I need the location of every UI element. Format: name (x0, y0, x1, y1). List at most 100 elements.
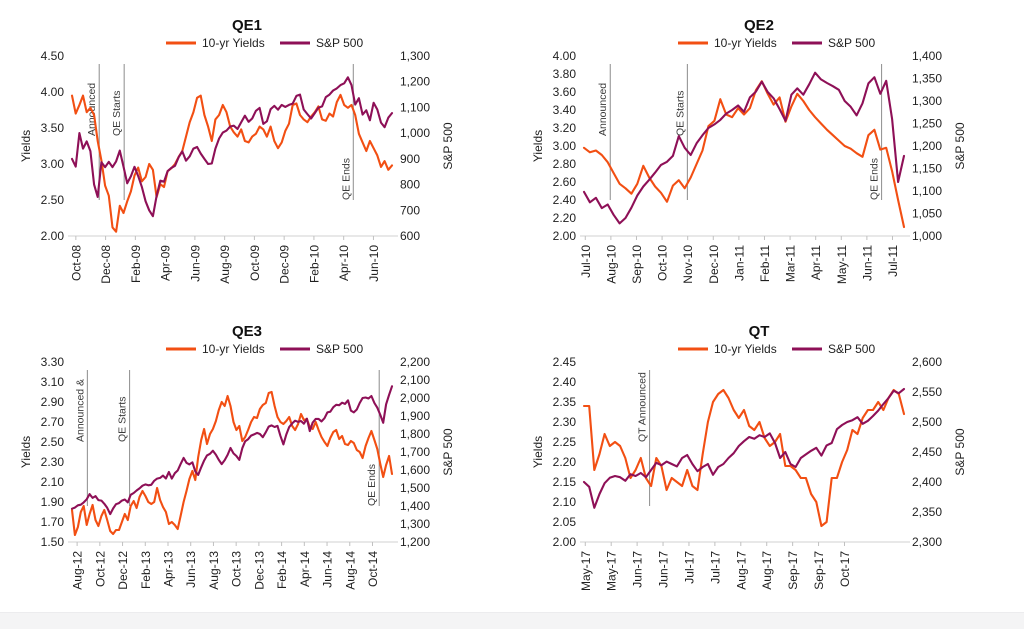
x-tick-label: Mar-11 (784, 245, 798, 282)
series-line-sp500 (70, 76, 394, 218)
legend-label-sp500: S&P 500 (316, 36, 363, 50)
left-axis-tick: 2.05 (553, 515, 577, 529)
x-tick-label: Oct-09 (248, 245, 262, 281)
x-tick-label: Sep-10 (630, 245, 644, 284)
x-tick-label: Oct-13 (230, 551, 244, 587)
x-tick-label: Jun-13 (184, 551, 198, 588)
left-axis-tick: 3.50 (41, 121, 65, 135)
left-axis-tick: 1.90 (41, 495, 65, 509)
annotation-label: QE Ends (366, 464, 378, 506)
chart-title-qe2: QE2 (744, 17, 774, 34)
right-axis-tick: 2,000 (400, 391, 430, 405)
x-tick-label: Oct-17 (838, 551, 852, 587)
x-tick-label: Dec-12 (116, 551, 130, 590)
x-tick-label: Aug-09 (218, 245, 232, 284)
left-axis-tick: 2.20 (553, 455, 577, 469)
right-axis-tick: 1,000 (400, 126, 430, 140)
legend-label-yields: 10-yr Yields (202, 342, 265, 356)
right-axis-title: S&P 500 (953, 428, 967, 475)
chart-panel-qe1: QE1 10-yr Yields S&P 500 2.00 2.50 3.00 3.50 4.… (0, 0, 512, 306)
x-tick-label: May-17 (579, 551, 593, 591)
right-axis-tick: 1,250 (912, 117, 942, 131)
x-tick-label: Apr-11 (809, 245, 823, 280)
series-line-yields (582, 388, 906, 528)
right-axis-tick: 800 (400, 178, 420, 192)
right-axis-tick: 1,600 (400, 463, 430, 477)
left-axis-tick: 2.30 (553, 415, 577, 429)
right-axis-tick: 2,500 (912, 415, 942, 429)
left-axis-title: Yields (19, 130, 33, 162)
right-axis-tick: 1,900 (400, 409, 430, 423)
left-axis-tick: 2.00 (553, 535, 577, 549)
legend-label-sp500: S&P 500 (316, 342, 363, 356)
series-line-sp500 (70, 385, 394, 516)
right-axis-tick: 1,350 (912, 72, 942, 86)
right-axis-tick: 1,200 (400, 75, 430, 89)
left-axis-tick: 2.40 (553, 193, 577, 207)
x-tick-label: Aug-10 (604, 245, 618, 284)
left-axis-tick: 3.20 (553, 121, 577, 135)
x-tick-label: Jun-09 (188, 245, 202, 282)
legend-label-yields: 10-yr Yields (714, 342, 777, 356)
legend-label-sp500: S&P 500 (828, 342, 875, 356)
x-tick-label: Oct-10 (656, 245, 670, 281)
series-line-sp500 (582, 71, 906, 225)
x-tick-label: Nov-10 (681, 245, 695, 284)
left-axis-tick: 2.90 (41, 395, 65, 409)
left-axis-tick: 2.60 (553, 175, 577, 189)
right-axis-tick: 1,200 (400, 535, 430, 549)
left-axis-tick: 2.10 (553, 495, 577, 509)
left-axis-tick: 2.30 (41, 455, 65, 469)
left-axis-tick: 1.50 (41, 535, 65, 549)
right-axis-tick: 1,800 (400, 427, 430, 441)
x-tick-label: Feb-14 (275, 551, 289, 589)
left-axis-tick: 3.10 (41, 375, 65, 389)
left-axis-tick: 4.00 (553, 49, 577, 63)
left-axis-tick: 4.00 (41, 85, 65, 99)
legend-label-yields: 10-yr Yields (714, 36, 777, 50)
left-axis-tick: 2.20 (553, 211, 577, 225)
left-axis-tick: 2.70 (41, 415, 65, 429)
right-axis-tick: 1,200 (912, 139, 942, 153)
chart-panel-qe3: QE3 10-yr Yields S&P 500 1.50 1.70 1.90 2.10 2.… (0, 306, 512, 612)
left-axis-tick: 2.00 (41, 229, 65, 243)
left-axis-tick: 2.80 (553, 157, 577, 171)
x-tick-label: Apr-13 (162, 551, 176, 587)
annotation-label: Announced (597, 83, 609, 136)
x-tick-label: Oct-12 (93, 551, 107, 587)
left-axis-tick: 2.45 (553, 355, 577, 369)
left-axis-tick: 3.30 (41, 355, 65, 369)
x-tick-label: Sep-17 (786, 551, 800, 590)
x-tick-label: Feb-09 (129, 245, 143, 283)
right-axis-tick: 1,050 (912, 207, 942, 221)
right-axis-tick: 700 (400, 203, 420, 217)
right-axis-tick: 2,450 (912, 445, 942, 459)
x-tick-label: Jul-10 (579, 245, 593, 278)
left-axis-tick: 4.50 (41, 49, 65, 63)
x-tick-label: Jun-17 (631, 551, 645, 588)
x-tick-label: Dec-10 (707, 245, 721, 284)
chart-title-qe1: QE1 (232, 17, 262, 34)
left-axis-tick: 2.50 (41, 435, 65, 449)
x-tick-label: Jan-11 (732, 245, 746, 281)
right-axis-tick: 1,300 (400, 517, 430, 531)
x-tick-label: Oct-08 (69, 245, 83, 281)
series-line-yields (70, 390, 394, 537)
x-tick-label: Jun-17 (657, 551, 671, 588)
left-axis-title: Yields (19, 436, 33, 468)
x-tick-label: Jul-17 (708, 551, 722, 584)
right-axis-tick: 1,150 (912, 162, 942, 176)
chart-panel-qe2: QE2 10-yr Yields S&P 500 2.00 2.20 2.40 2.60 2.… (512, 0, 1024, 306)
right-axis-tick: 1,000 (912, 229, 942, 243)
series-line-yields (70, 93, 394, 233)
x-tick-label: Aug-13 (207, 551, 221, 590)
x-tick-label: Oct-14 (366, 551, 380, 587)
x-tick-label: Jul-11 (886, 245, 900, 277)
annotation-label: QE Starts (117, 396, 129, 442)
annotation-label: QE Starts (674, 90, 686, 136)
chart-svg-qt: QT 10-yr Yields S&P 500 2.00 2.05 2.10 2.15 2.2… (531, 323, 967, 591)
legend-label-yields: 10-yr Yields (202, 36, 265, 50)
annotation-label: QE Starts (111, 90, 123, 136)
x-tick-label: Aug-17 (734, 551, 748, 590)
